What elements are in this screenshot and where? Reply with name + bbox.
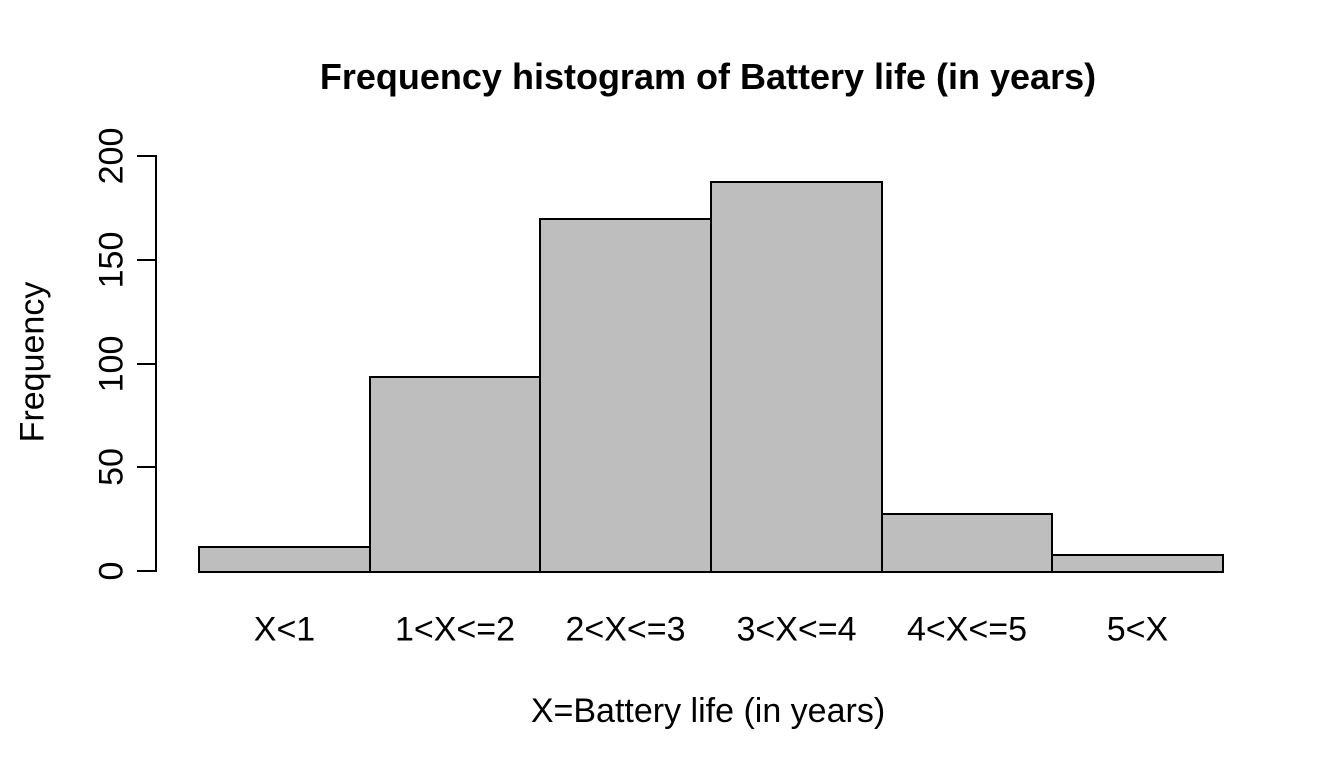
y-tick-label: 50 (92, 448, 131, 486)
y-tick-label: 150 (92, 231, 131, 289)
y-tick-label: 0 (92, 561, 131, 581)
y-axis-tick (137, 259, 155, 261)
histogram-bar (1051, 554, 1224, 573)
y-axis-tick (137, 155, 155, 157)
x-axis-label: X=Battery life (in years) (530, 692, 886, 730)
x-tick-label: 5<X (1106, 610, 1169, 649)
y-axis-tick (137, 570, 155, 572)
histogram-bar (198, 546, 371, 573)
histogram-bar (710, 181, 883, 573)
histogram-bar (369, 376, 541, 573)
x-tick-label: 2<X<=3 (565, 610, 686, 649)
x-tick-label: X<1 (253, 610, 316, 649)
y-axis-line (155, 155, 157, 572)
y-tick-label: 200 (92, 127, 131, 185)
y-axis-tick (137, 466, 155, 468)
x-tick-label: 3<X<=4 (736, 610, 857, 649)
chart-title: Frequency histogram of Battery life (in … (319, 56, 1097, 97)
x-tick-label: 1<X<=2 (394, 610, 516, 649)
y-axis-tick (137, 363, 155, 365)
y-axis-label: Frequency (13, 281, 52, 443)
histogram-bar (539, 218, 712, 573)
histogram-bar (881, 513, 1053, 573)
x-tick-label: 4<X<=5 (906, 610, 1028, 649)
y-tick-label: 100 (92, 335, 131, 393)
